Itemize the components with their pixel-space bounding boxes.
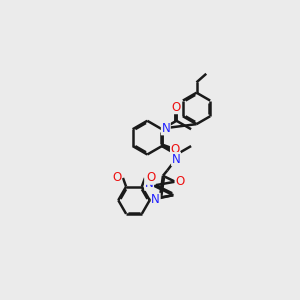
Text: N: N: [145, 177, 154, 190]
Text: O: O: [175, 175, 184, 188]
Text: O: O: [112, 171, 122, 184]
Text: O: O: [146, 171, 155, 184]
Text: N: N: [161, 122, 170, 135]
Text: O: O: [172, 100, 181, 114]
Text: N: N: [172, 153, 180, 166]
Text: N: N: [151, 193, 160, 206]
Text: O: O: [170, 143, 180, 156]
